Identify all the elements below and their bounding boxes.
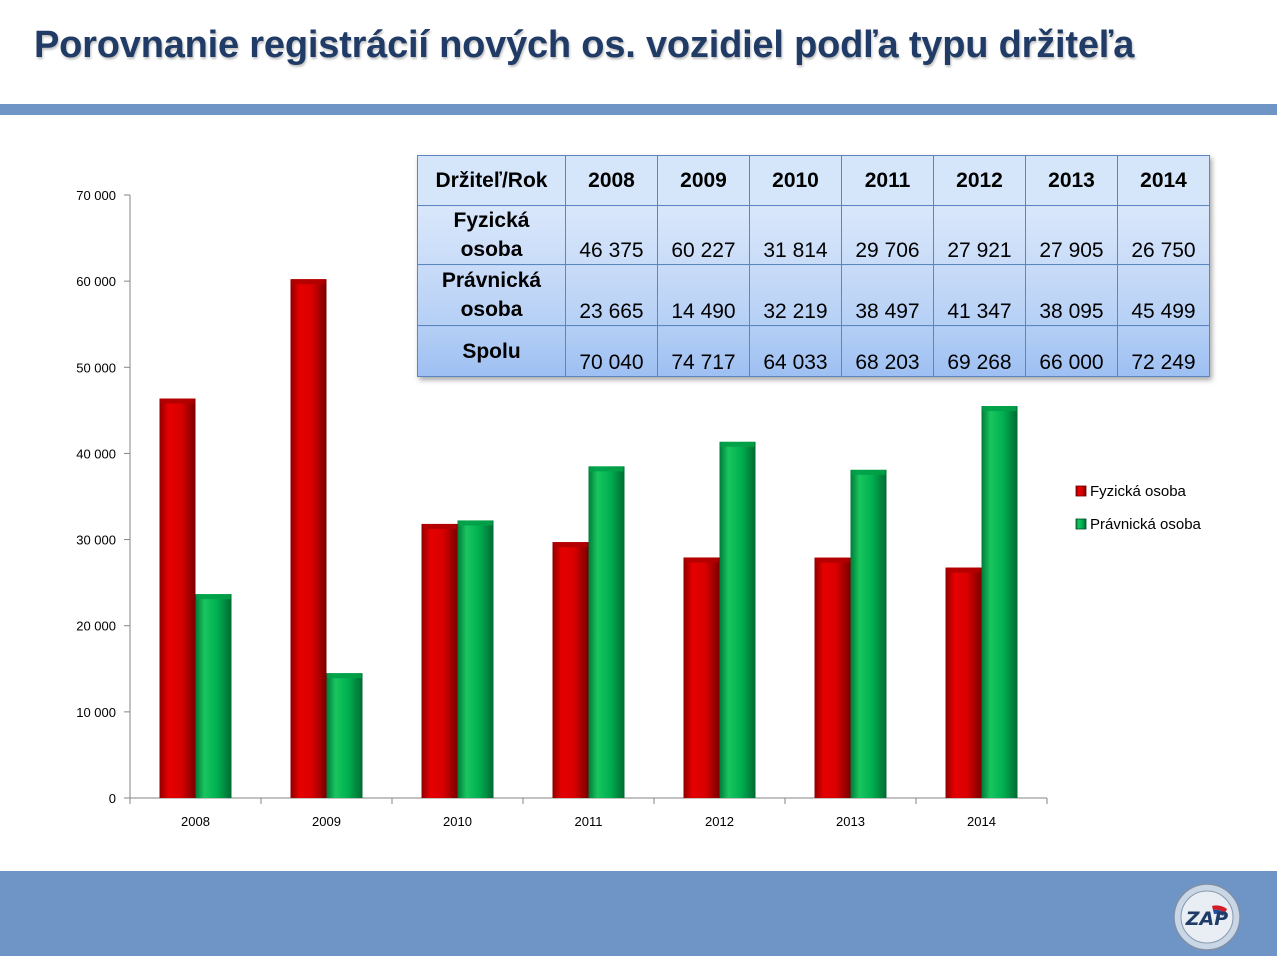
table-cell: 27 905 (1025, 205, 1118, 265)
slide-title: Porovnanie registrácií nových os. vozidi… (34, 24, 1135, 66)
bar-top-cap (946, 567, 981, 573)
table-corner-cell: Držiteľ/Rok (417, 155, 566, 206)
data-table: Držiteľ/Rok 2008 2009 2010 2011 2012 201… (417, 155, 1210, 377)
bar-fyzicka-2011 (552, 542, 589, 798)
table-row-label: Právnická osoba (417, 264, 566, 326)
logo-text: ZAP (1185, 908, 1228, 930)
bar-top-cap (422, 523, 457, 529)
bar-fyzicka-2008 (159, 398, 196, 798)
bar-top-cap (291, 279, 326, 285)
bar-fyzicka-2009 (290, 279, 327, 799)
bar-top-cap (684, 557, 719, 563)
y-tick-label: 70 000 (76, 188, 116, 203)
table-year-header: 2010 (749, 155, 842, 206)
y-tick-label: 0 (109, 791, 116, 806)
table-row-label: Spolu (417, 325, 566, 377)
bar-top-cap (982, 406, 1017, 412)
bar-pravnicka-2010 (457, 520, 494, 798)
table-year-header: 2013 (1025, 155, 1118, 206)
table-year-header: 2009 (657, 155, 750, 206)
table-cell: 23 665 (565, 264, 658, 326)
chart-axes: 0 10 000 20 000 30 000 40 000 50 000 60 000 70 … (76, 188, 1048, 829)
legend-label: Právnická osoba (1090, 516, 1202, 533)
table-year-header: 2011 (841, 155, 934, 206)
x-tick-label: 2011 (575, 814, 603, 829)
bar-top-cap (160, 398, 195, 404)
legend-swatch (1075, 485, 1087, 497)
table-cell: 68 203 (841, 325, 934, 377)
bar-top-cap (458, 520, 493, 526)
x-tick-label: 2010 (443, 814, 472, 829)
table-cell: 69 268 (933, 325, 1026, 377)
bar-top-cap (553, 542, 588, 548)
y-tick-label: 10 000 (76, 705, 116, 720)
table-year-header: 2008 (565, 155, 658, 206)
table-cell: 31 814 (749, 205, 842, 265)
title-divider (0, 104, 1277, 115)
legend-swatch (1075, 518, 1087, 530)
bar-fyzicka-2013 (814, 557, 851, 798)
chart-legend: Fyzická osoba Právnická osoba (1075, 483, 1202, 533)
bar-top-cap (720, 441, 755, 447)
bar-top-cap (327, 673, 362, 679)
legend-label: Fyzická osoba (1090, 483, 1187, 500)
y-tick-label: 40 000 (76, 446, 116, 461)
table-year-header: 2012 (933, 155, 1026, 206)
table-cell: 26 750 (1117, 205, 1210, 265)
table-cell: 74 717 (657, 325, 750, 377)
bar-top-cap (196, 594, 231, 600)
table-cell: 38 095 (1025, 264, 1118, 326)
x-tick-label: 2014 (967, 814, 996, 829)
y-tick-label: 30 000 (76, 533, 116, 548)
table-cell: 60 227 (657, 205, 750, 265)
table-cell: 29 706 (841, 205, 934, 265)
table-year-header: 2014 (1117, 155, 1210, 206)
y-tick-label: 20 000 (76, 619, 116, 634)
table-cell: 66 000 (1025, 325, 1118, 377)
table-row-label: Fyzická osoba (417, 205, 566, 265)
bar-pravnicka-2011 (588, 466, 625, 798)
table-cell: 46 375 (565, 205, 658, 265)
bar-top-cap (815, 557, 850, 563)
table-cell: 72 249 (1117, 325, 1210, 377)
table-row: Právnická osoba 23 665 14 490 32 219 38 … (417, 264, 1210, 326)
bar-pravnicka-2008 (195, 594, 232, 798)
bar-pravnicka-2009 (326, 673, 363, 798)
table-row: Fyzická osoba 46 375 60 227 31 814 29 70… (417, 205, 1210, 265)
bar-fyzicka-2014 (945, 567, 982, 798)
table-row: Spolu 70 040 74 717 64 033 68 203 69 268… (417, 325, 1210, 377)
table-cell: 64 033 (749, 325, 842, 377)
bar-pravnicka-2012 (719, 441, 756, 798)
bar-pravnicka-2014 (981, 406, 1018, 798)
footer-band (0, 871, 1277, 956)
bar-top-cap (851, 469, 886, 475)
bar-pravnicka-2013 (850, 469, 887, 798)
table-cell: 14 490 (657, 264, 750, 326)
y-tick-label: 60 000 (76, 274, 116, 289)
table-cell: 32 219 (749, 264, 842, 326)
bar-top-cap (589, 466, 624, 472)
y-tick-label: 50 000 (76, 360, 116, 375)
table-cell: 45 499 (1117, 264, 1210, 326)
table-cell: 70 040 (565, 325, 658, 377)
bar-fyzicka-2012 (683, 557, 720, 798)
table-cell: 38 497 (841, 264, 934, 326)
x-tick-label: 2009 (312, 814, 341, 829)
table-cell: 27 921 (933, 205, 1026, 265)
table-cell: 41 347 (933, 264, 1026, 326)
x-tick-label: 2008 (181, 814, 210, 829)
x-tick-label: 2013 (836, 814, 865, 829)
chart-bars (159, 279, 1018, 799)
zap-logo-icon: ZAP (1173, 883, 1241, 951)
bar-fyzicka-2010 (421, 523, 458, 798)
x-tick-label: 2012 (705, 814, 734, 829)
table-header-row: Držiteľ/Rok 2008 2009 2010 2011 2012 201… (417, 155, 1210, 206)
